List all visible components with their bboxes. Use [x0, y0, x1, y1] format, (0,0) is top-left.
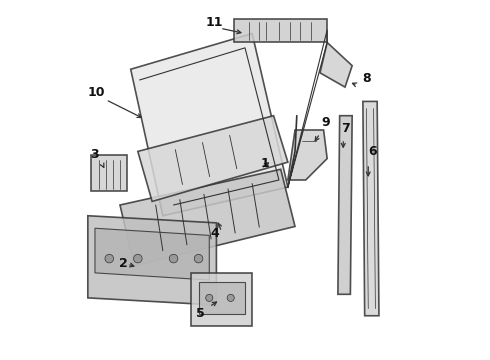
Circle shape — [206, 294, 213, 301]
Circle shape — [227, 294, 234, 301]
Text: 9: 9 — [321, 116, 330, 129]
Text: 2: 2 — [119, 257, 128, 270]
Polygon shape — [92, 155, 127, 191]
Text: 7: 7 — [342, 122, 350, 135]
Text: 11: 11 — [206, 15, 223, 28]
Polygon shape — [198, 282, 245, 314]
Polygon shape — [131, 33, 288, 216]
Circle shape — [134, 254, 142, 263]
Polygon shape — [338, 116, 352, 294]
Polygon shape — [320, 42, 352, 87]
Circle shape — [105, 254, 114, 263]
Polygon shape — [95, 228, 209, 280]
Text: 10: 10 — [88, 86, 105, 99]
Polygon shape — [234, 19, 327, 42]
Polygon shape — [120, 169, 295, 266]
Polygon shape — [192, 273, 252, 327]
Polygon shape — [88, 216, 217, 305]
Circle shape — [169, 254, 178, 263]
Text: 3: 3 — [90, 148, 98, 162]
Text: 8: 8 — [362, 72, 371, 85]
Circle shape — [194, 254, 203, 263]
Polygon shape — [138, 116, 288, 202]
Polygon shape — [288, 130, 327, 180]
Text: 1: 1 — [260, 157, 269, 170]
Text: 4: 4 — [210, 227, 219, 240]
Text: 5: 5 — [196, 307, 205, 320]
Text: 6: 6 — [368, 145, 377, 158]
Polygon shape — [363, 102, 379, 316]
